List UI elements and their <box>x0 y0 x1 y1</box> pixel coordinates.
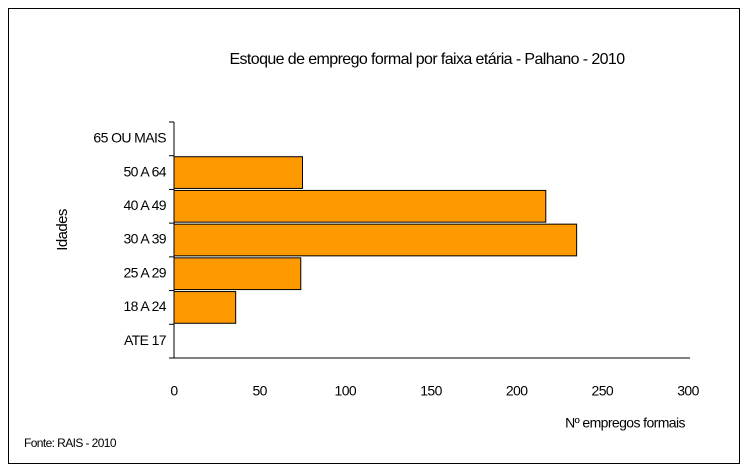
y-tick-label: 40 A 49 <box>123 197 166 213</box>
y-tick-label: ATE 17 <box>124 332 167 348</box>
bar <box>173 291 237 324</box>
y-tick-label: 50 A 64 <box>123 163 166 179</box>
x-tick-label: 150 <box>420 383 442 399</box>
bar <box>173 156 303 189</box>
y-tick-label: 18 A 24 <box>123 298 166 314</box>
x-tick-label: 0 <box>170 383 178 399</box>
source-note: Fonte: RAIS - 2010 <box>24 436 117 450</box>
x-axis-title: Nº empregos formais <box>565 415 685 431</box>
x-tick-label: 100 <box>335 383 357 399</box>
bar <box>173 223 578 257</box>
x-tick-label: 300 <box>677 383 699 399</box>
bar <box>173 189 547 223</box>
y-tick-label: 30 A 39 <box>123 231 166 247</box>
bar <box>173 257 302 291</box>
y-tick-label: 25 A 29 <box>123 264 166 280</box>
x-tick-label: 250 <box>592 383 614 399</box>
x-tick-label: 200 <box>506 383 528 399</box>
y-axis-title: Idades <box>54 209 71 251</box>
x-tick-label: 50 <box>252 383 267 399</box>
chart-title: Estoque de emprego formal por faixa etár… <box>229 51 625 68</box>
y-tick-label: 65 OU MAIS <box>93 130 166 146</box>
